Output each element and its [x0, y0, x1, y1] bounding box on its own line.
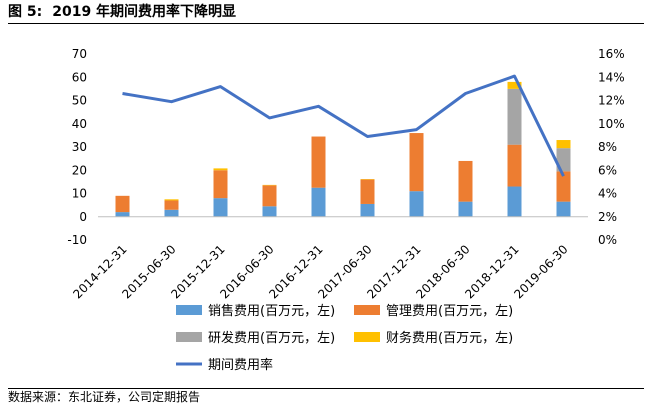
y-right-tick-label: 4% — [598, 187, 617, 201]
y-right-tick-label: 10% — [598, 117, 625, 131]
legend-swatch-1 — [176, 305, 202, 315]
y-left-tick-label: 70 — [72, 47, 87, 61]
legend-label-5: 期间费用率 — [208, 357, 273, 373]
y-left-tick-label: -10 — [67, 233, 87, 247]
source-note: 数据来源：东北证券，公司定期报告 — [8, 388, 644, 405]
bar-1-1 — [115, 212, 130, 217]
y-right-tick-label: 8% — [598, 140, 617, 154]
bar-2-5 — [311, 136, 326, 188]
bar-2-6 — [360, 179, 375, 204]
y-right-tick-label: 12% — [598, 94, 625, 108]
bar-1-4 — [262, 206, 277, 217]
bar-1-3 — [213, 198, 228, 217]
legend-label-1: 销售费用(百万元，左) — [208, 303, 335, 319]
bar-1-6 — [360, 203, 375, 217]
bar-1-7 — [409, 191, 424, 217]
y-left-tick-label: 60 — [72, 70, 87, 84]
y-left-tick-label: 10 — [72, 187, 87, 201]
y-left-tick-label: 20 — [72, 163, 87, 177]
bar-2-3 — [213, 170, 228, 199]
bar-1-9 — [507, 186, 522, 217]
y-right-tick-label: 14% — [598, 70, 625, 84]
bar-4-3 — [213, 168, 228, 171]
legend-label-4: 财务费用(百万元，左) — [386, 330, 513, 346]
bar-2-10 — [556, 171, 571, 202]
bar-2-4 — [262, 185, 277, 207]
legend-swatch-4 — [354, 332, 380, 342]
legend-swatch-3 — [176, 332, 202, 342]
y-right-tick-label: 2% — [598, 210, 617, 224]
bar-4-10 — [556, 140, 571, 149]
legend-label-3: 研发费用(百万元，左) — [208, 330, 335, 346]
bar-1-10 — [556, 201, 571, 217]
bar-4-2 — [164, 199, 179, 201]
y-left-tick-label: 30 — [72, 140, 87, 154]
bar-1-2 — [164, 209, 179, 217]
y-left-tick-label: 0 — [79, 210, 87, 224]
bar-2-8 — [458, 160, 473, 202]
bar-1-5 — [311, 187, 326, 217]
y-left-tick-label: 50 — [72, 94, 87, 108]
bar-1-8 — [458, 201, 473, 217]
bar-2-2 — [164, 200, 179, 210]
bar-4-9 — [507, 81, 522, 89]
bar-2-1 — [115, 195, 130, 213]
bar-2-7 — [409, 133, 424, 192]
figure-title: 图 5: 2019 年期间费用率下降明显 — [8, 2, 644, 24]
y-right-tick-label: 16% — [598, 47, 625, 61]
y-left-tick-label: 40 — [72, 117, 87, 131]
figure-number: 图 5: — [8, 4, 43, 20]
line-series-rate — [122, 74, 565, 177]
y-right-tick-label: 0% — [598, 233, 617, 247]
bar-3-9 — [507, 88, 522, 145]
bar-2-9 — [507, 144, 522, 187]
y-right-tick-label: 6% — [598, 163, 617, 177]
figure-title-text: 2019 年期间费用率下降明显 — [52, 4, 237, 20]
legend-label-2: 管理费用(百万元，左) — [386, 304, 513, 319]
legend-swatch-2 — [354, 305, 380, 315]
